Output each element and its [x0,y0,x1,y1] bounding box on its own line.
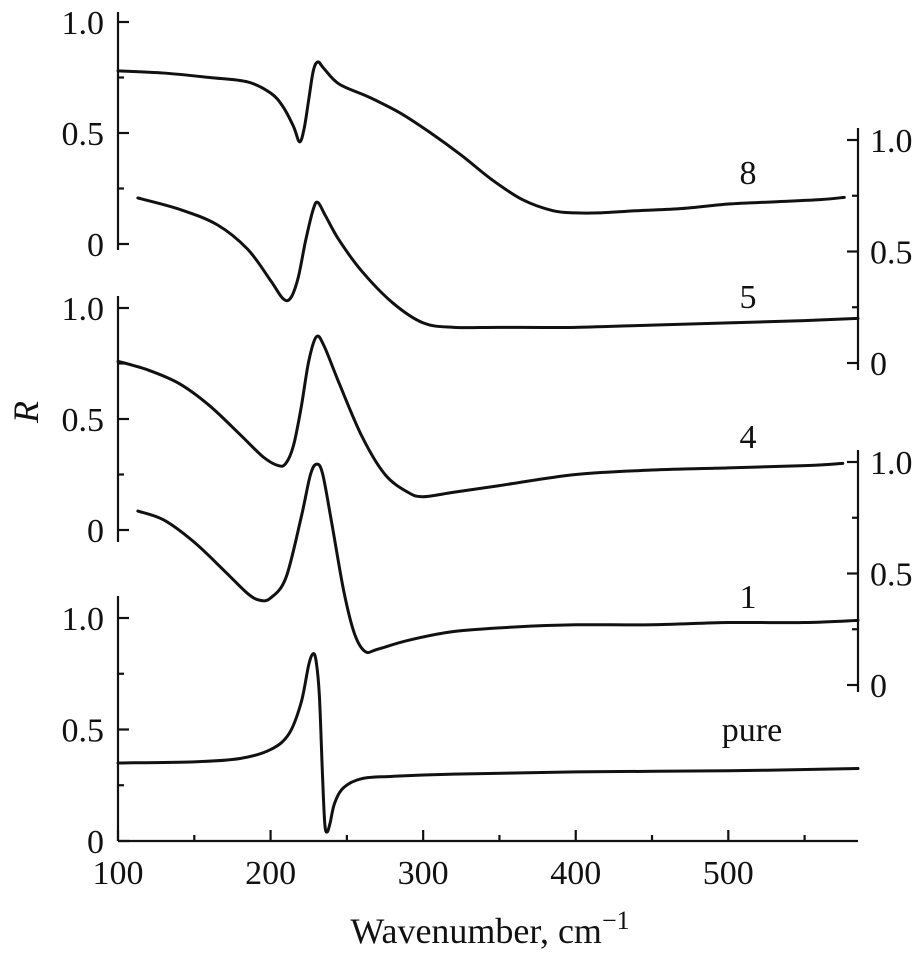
series-line-5 [136,196,860,330]
series-line-8 [116,60,846,215]
y-tick-label: 1.0 [62,5,105,42]
curves-layer [116,60,860,834]
y-tick-label: 0.5 [62,116,105,153]
y-axis-title: R [6,401,46,424]
series-line-4 [116,334,845,499]
y-tick-label: 1.0 [62,291,105,328]
series-label-5: 5 [740,279,757,316]
labels-layer: 100 200 300 400 500 0 0.5 1.0 0 0.5 1.0 0 0.5 1.0 0 0.5… [62,5,913,892]
x-tick-label: 200 [245,855,296,892]
y-tick-label: 1.0 [62,601,105,638]
x-axis-title-main: Wavenumber, cm [350,911,602,951]
y-tick-label: 0 [87,227,104,264]
y-tick-label: 0 [870,668,887,705]
y-tick-label: 1.0 [870,123,913,160]
x-tick-label: 500 [703,855,754,892]
y-tick-label: 0.5 [62,713,105,750]
x-tick-label: 100 [93,855,144,892]
series-label-pure: pure [722,712,782,749]
x-tick-label: 300 [398,855,449,892]
y-tick-label: 0 [870,346,887,383]
series-label-4: 4 [740,419,757,456]
series-line-1 [136,462,860,655]
x-axis-title-superscript: −1 [602,906,630,935]
y-tick-label: 0 [87,824,104,861]
y-tick-label: 0.5 [870,557,913,594]
y-tick-label: 1.0 [870,445,913,482]
x-axis-title: Wavenumber, cm−1 [350,906,629,951]
x-tick-label: 400 [550,855,601,892]
series-label-8: 8 [740,155,757,192]
series-line-pure [116,652,860,834]
series-label-1: 1 [740,579,757,616]
y-tick-label: 0.5 [870,235,913,272]
y-tick-label: 0.5 [62,402,105,439]
y-tick-label: 0 [87,513,104,550]
